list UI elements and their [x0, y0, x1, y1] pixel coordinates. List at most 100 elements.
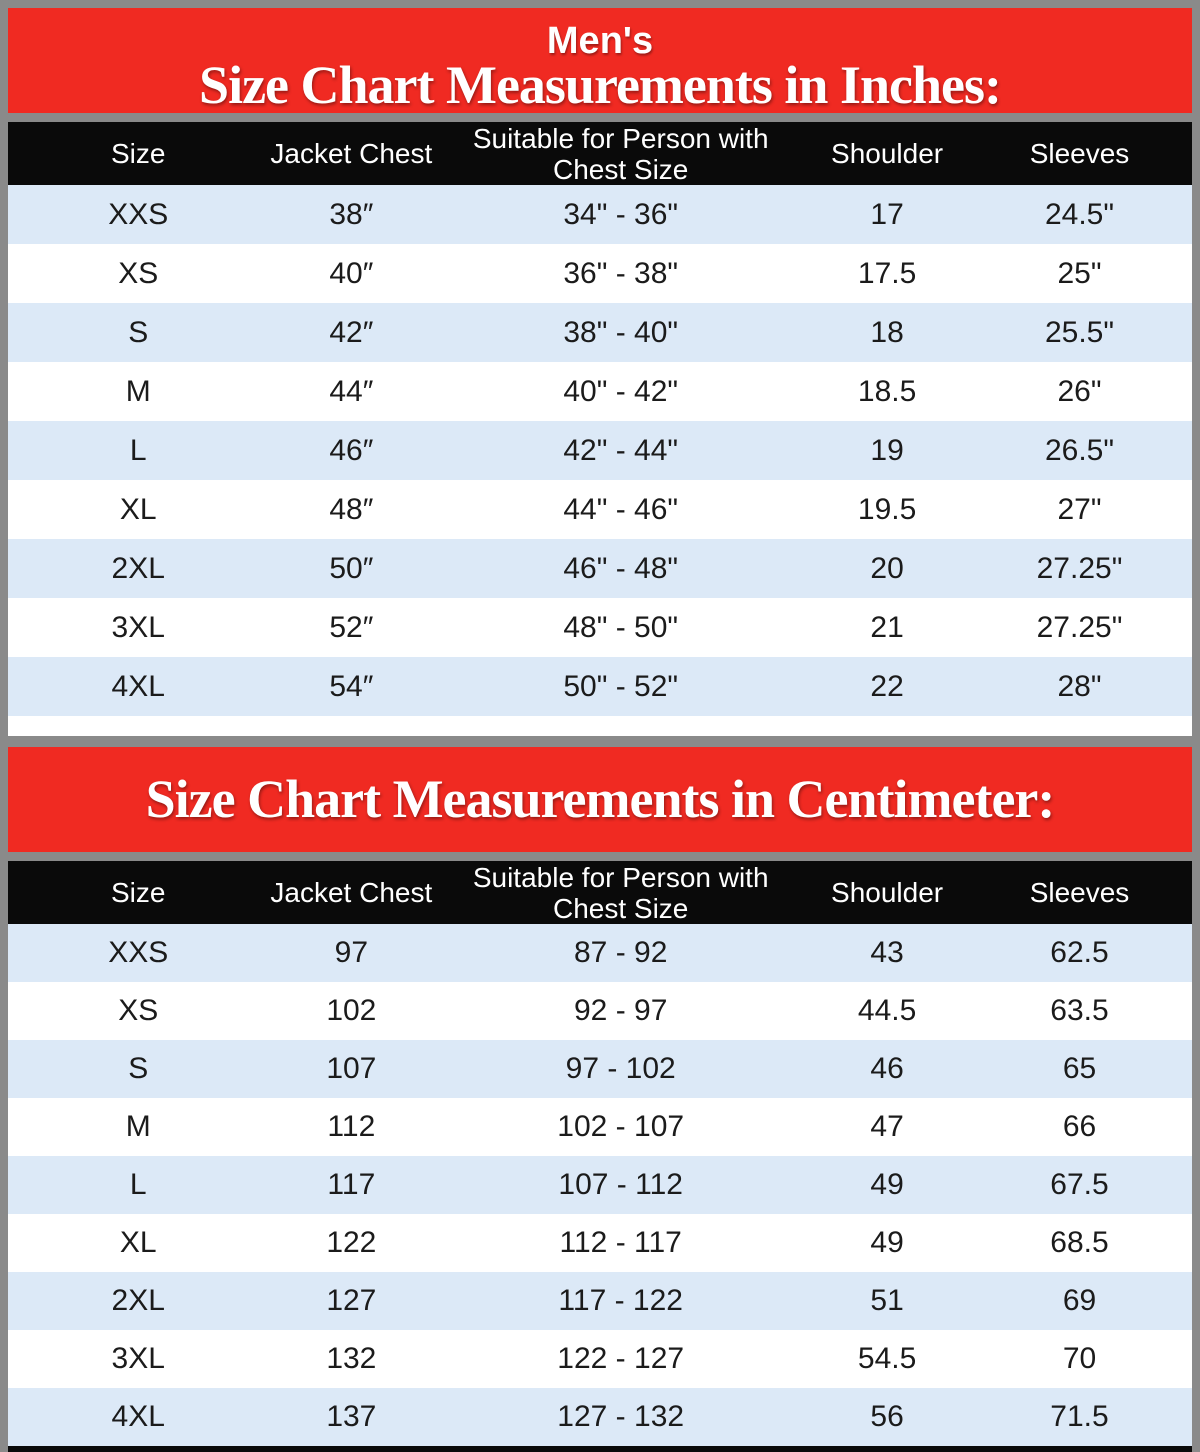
- table-cell: XXS: [108, 936, 169, 969]
- column-header-sleeves: Sleeves: [967, 122, 1192, 185]
- column-header-suitable-for-person-with-chest-size: Suitable for Person with Chest Size: [434, 861, 808, 924]
- table-cell: 24.5": [1044, 197, 1115, 231]
- table-cell: 34" - 36": [563, 197, 679, 231]
- table-cell: 122 - 127: [557, 1342, 685, 1375]
- column-header-jacket-chest: Jacket Chest: [268, 122, 435, 185]
- table-cell: 18: [870, 315, 904, 349]
- centimeter-section: Size Chart Measurements in Centimeter: S…: [8, 747, 1192, 1452]
- inches-banner: Men's Size Chart Measurements in Inches:: [8, 8, 1192, 113]
- inches-header-row: Size Jacket Chest Suitable for Person with…: [8, 122, 1192, 185]
- column-header-sleeves: Sleeves: [967, 861, 1192, 924]
- table-cell: 107 - 112: [558, 1168, 683, 1201]
- table-cell: 3XL: [111, 1342, 165, 1375]
- table-cell: 2XL: [111, 551, 165, 585]
- table-cell: 54.5: [857, 1342, 917, 1375]
- table-cell: 68.5: [1050, 1226, 1109, 1259]
- table-cell: S: [128, 315, 149, 349]
- centimeter-size-table: Size Jacket Chest Suitable for Person with…: [8, 861, 1192, 1446]
- table-cell: 44″: [329, 374, 374, 408]
- table-cell: 97 - 102: [565, 1052, 676, 1085]
- table-cell: 51: [870, 1284, 904, 1317]
- table-cell: 48" - 50": [563, 610, 679, 644]
- table-cell: 3XL: [111, 610, 165, 644]
- table-cell: 40" - 42": [563, 374, 679, 408]
- table-cell: 19: [870, 433, 904, 467]
- size-row-s: S 107 97 - 102 46 65: [8, 1040, 1192, 1098]
- column-header-size: Size: [8, 861, 269, 924]
- size-row-s: S 42″ 38" - 40" 18 25.5": [8, 303, 1192, 362]
- centimeter-table-body: XXS 97 87 - 92 43 62.5 XS 102 92 - 97 44.5 63.5 S 1…: [8, 924, 1192, 1446]
- table-cell: 63.5: [1050, 994, 1109, 1027]
- table-cell: 44.5: [857, 994, 917, 1027]
- section-gap: [8, 736, 1192, 747]
- table-cell: XL: [119, 1226, 157, 1259]
- table-cell: 46″: [329, 433, 374, 467]
- table-cell: 27": [1057, 492, 1102, 526]
- table-cell: 44" - 46": [563, 492, 679, 526]
- table-cell: 65: [1062, 1052, 1097, 1085]
- table-cell: XL: [119, 492, 157, 526]
- table-cell: XXS: [108, 197, 169, 231]
- inches-table-footer-strip: [8, 716, 1192, 736]
- table-cell: 43: [870, 936, 904, 969]
- table-cell: 117 - 122: [558, 1284, 683, 1317]
- table-cell: 67.5: [1050, 1168, 1109, 1201]
- inches-section: Men's Size Chart Measurements in Inches:…: [8, 8, 1192, 736]
- table-cell: 52″: [329, 610, 374, 644]
- table-cell: 137: [326, 1400, 377, 1433]
- size-row-xxs: XXS 97 87 - 92 43 62.5: [8, 924, 1192, 982]
- table-cell: 92 - 97: [573, 994, 668, 1027]
- size-row-3xl: 3XL 52″ 48" - 50" 21 27.25": [8, 598, 1192, 657]
- column-header-shoulder: Shoulder: [807, 122, 967, 185]
- table-cell: 69: [1062, 1284, 1097, 1317]
- table-cell: 66: [1062, 1110, 1097, 1143]
- size-row-l: L 117 107 - 112 49 67.5: [8, 1156, 1192, 1214]
- table-cell: 87 - 92: [573, 936, 668, 969]
- table-cell: 50″: [329, 551, 374, 585]
- size-row-xxs: XXS 38″ 34" - 36" 17 24.5": [8, 185, 1192, 244]
- table-cell: XS: [118, 256, 159, 290]
- size-row-xl: XL 122 112 - 117 49 68.5: [8, 1214, 1192, 1272]
- size-row-m: M 112 102 - 107 47 66: [8, 1098, 1192, 1156]
- table-cell: 27.25": [1036, 551, 1123, 585]
- table-cell: 46" - 48": [563, 551, 679, 585]
- banner-pretitle-mens: Men's: [546, 20, 654, 62]
- table-cell: 42" - 44": [563, 433, 679, 467]
- size-row-xs: XS 102 92 - 97 44.5 63.5: [8, 982, 1192, 1040]
- table-cell: 50" - 52": [563, 669, 679, 703]
- table-cell: L: [129, 1168, 147, 1201]
- table-cell: 38″: [329, 197, 374, 231]
- table-cell: 17: [870, 197, 904, 231]
- table-cell: 18.5: [857, 374, 917, 408]
- size-row-4xl: 4XL 137 127 - 132 56 71.5: [8, 1388, 1192, 1446]
- table-cell: 4XL: [111, 669, 165, 703]
- table-cell: 127 - 132: [557, 1400, 685, 1433]
- table-cell: 127: [326, 1284, 377, 1317]
- table-cell: 102: [326, 994, 377, 1027]
- table-cell: 56: [870, 1400, 904, 1433]
- centimeter-banner: Size Chart Measurements in Centimeter:: [8, 747, 1192, 852]
- table-cell: 28": [1057, 669, 1102, 703]
- table-cell: 25.5": [1044, 315, 1115, 349]
- table-cell: 49: [870, 1168, 904, 1201]
- divider-gap: [8, 852, 1192, 861]
- table-cell: XS: [118, 994, 159, 1027]
- table-cell: 19.5: [857, 492, 917, 526]
- size-row-m: M 44″ 40" - 42" 18.5 26": [8, 362, 1192, 421]
- table-cell: 62.5: [1050, 936, 1109, 969]
- table-cell: 46: [870, 1052, 904, 1085]
- table-cell: 97: [334, 936, 369, 969]
- table-cell: 107: [326, 1052, 377, 1085]
- table-cell: 70: [1062, 1342, 1097, 1375]
- table-cell: 2XL: [111, 1284, 165, 1317]
- table-cell: 117: [327, 1168, 376, 1201]
- table-cell: 26": [1057, 374, 1102, 408]
- table-cell: 38" - 40": [563, 315, 679, 349]
- inches-size-table: Size Jacket Chest Suitable for Person with…: [8, 122, 1192, 716]
- table-cell: 112 - 117: [559, 1226, 682, 1259]
- centimeter-header-row: Size Jacket Chest Suitable for Person with…: [8, 861, 1192, 924]
- column-header-shoulder: Shoulder: [807, 861, 967, 924]
- column-header-jacket-chest: Jacket Chest: [268, 861, 435, 924]
- table-cell: 49: [870, 1226, 904, 1259]
- size-row-xl: XL 48″ 44" - 46" 19.5 27": [8, 480, 1192, 539]
